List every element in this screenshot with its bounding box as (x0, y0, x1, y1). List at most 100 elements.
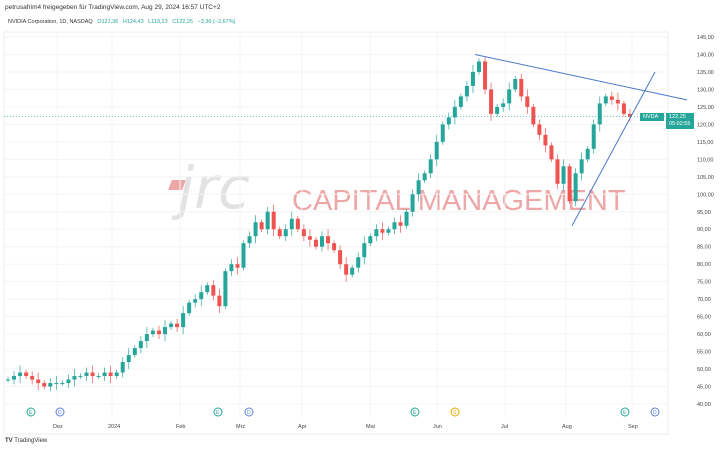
open-value: O121,36 (97, 19, 119, 25)
y-tick-label: 70,00 (697, 297, 711, 303)
candle-down (567, 166, 572, 202)
candle-down (211, 285, 216, 296)
candle-up (434, 141, 439, 160)
y-tick-label: 95,00 (697, 210, 711, 216)
candle-up (247, 236, 252, 244)
candle-down (615, 99, 620, 104)
candle-up (66, 379, 71, 384)
price-tag-symbol: NVDA (640, 113, 664, 121)
candle-down (24, 372, 29, 377)
candle-up (241, 243, 246, 268)
symbol-legend: NVIDIA Corporation, 1D, NASDAQ O121,36 H… (8, 19, 235, 25)
candle-down (277, 229, 282, 237)
event-label: D (58, 410, 62, 416)
x-tick-label: Jul (501, 424, 508, 430)
y-tick-label: 135,00 (697, 70, 714, 76)
candle-up (199, 292, 204, 300)
y-tick-label: 120,00 (697, 122, 714, 128)
candle-down (301, 229, 306, 237)
candle-down (30, 376, 35, 380)
candle-up (410, 194, 415, 212)
candle-up (60, 383, 65, 385)
candle-up (422, 173, 427, 181)
y-tick-label: 90,00 (697, 227, 711, 233)
candle-up (368, 236, 373, 244)
event-marker-E (620, 407, 630, 417)
candle-up (181, 313, 186, 328)
candle-down (295, 218, 300, 230)
candle-up (78, 376, 83, 378)
x-tick-label: Apr (298, 424, 307, 430)
low-value: L119,23 (148, 19, 168, 25)
symbol-title[interactable]: NVIDIA Corporation, 1D, NASDAQ (8, 19, 93, 25)
candle-up (48, 383, 53, 387)
event-label: S (453, 410, 457, 416)
candle-down (156, 330, 161, 335)
candle-up (470, 71, 475, 86)
candle-up (72, 376, 77, 380)
candle-up (452, 106, 457, 118)
event-marker-S (450, 407, 460, 417)
candle-down (42, 383, 47, 387)
candle-up (18, 372, 23, 377)
candle-up (283, 229, 288, 237)
candle-down (217, 295, 222, 307)
y-tick-label: 125,00 (697, 105, 714, 111)
candle-down (344, 264, 349, 275)
y-tick-label: 85,00 (697, 245, 711, 251)
y-tick-label: 60,00 (697, 332, 711, 338)
x-tick-label: Jun (433, 424, 442, 430)
candle-up (507, 89, 512, 104)
candle-down (609, 96, 614, 100)
x-tick-label: Sep (628, 424, 638, 430)
candle-down (332, 243, 337, 251)
candle-up (362, 243, 367, 258)
candle-up (193, 299, 198, 303)
candle-up (144, 334, 149, 342)
candle-up (205, 285, 210, 293)
candle-up (374, 229, 379, 237)
candle-down (549, 145, 554, 160)
candle-down (307, 236, 312, 240)
candle-up (114, 372, 119, 377)
candle-up (187, 302, 192, 314)
tradingview-footer: TV TradingView (5, 438, 47, 444)
candle-up (458, 96, 463, 107)
candle-up (150, 330, 155, 335)
candle-up (223, 271, 228, 307)
candle-up (392, 222, 397, 230)
candle-up (102, 372, 107, 377)
change-value: −3,36 (−2,67%) (197, 19, 236, 25)
candle-down (313, 239, 318, 247)
candle-up (501, 103, 506, 107)
y-tick-label: 130,00 (697, 87, 714, 93)
candle-up (404, 211, 409, 226)
candle-up (591, 124, 596, 149)
event-marker-E (410, 407, 420, 417)
candle-down (271, 211, 276, 230)
candle-up (12, 376, 17, 380)
event-marker-E (213, 407, 223, 417)
close-value: C122,25 (172, 19, 193, 25)
candle-up (513, 78, 518, 90)
y-tick-label: 100,00 (697, 192, 714, 198)
candle-up (289, 218, 294, 230)
candle-down (90, 372, 95, 377)
event-label: E (29, 410, 33, 416)
x-tick-label: Mai (366, 424, 375, 430)
event-label: E (413, 410, 417, 416)
event-label: E (216, 410, 220, 416)
candle-up (561, 166, 566, 184)
last-price: 122,25 (669, 114, 686, 120)
footer-brand: TradingView (14, 438, 48, 444)
candle-down (326, 236, 331, 244)
candle-up (477, 61, 481, 72)
candle-up (253, 222, 258, 237)
share-header: petrusafrim4 freigegeben für TradingView… (5, 4, 221, 11)
candle-up (579, 159, 584, 174)
event-marker-D (650, 407, 660, 417)
event-label: D (653, 410, 657, 416)
plot-frame (3, 31, 669, 435)
candle-down (525, 96, 530, 107)
